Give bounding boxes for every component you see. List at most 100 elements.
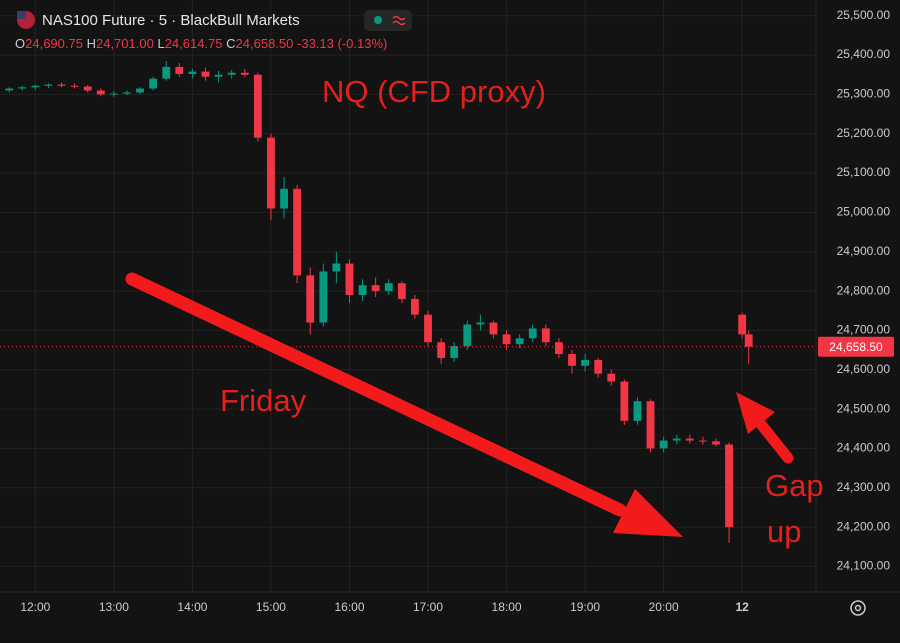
- x-tick-label: 13:00: [99, 600, 129, 614]
- candle-body: [541, 328, 550, 343]
- x-tick-label: 12:00: [20, 600, 50, 614]
- candle-body: [397, 283, 406, 299]
- y-tick-label: 24,600.00: [837, 362, 891, 376]
- x-tick-label: 20:00: [649, 600, 679, 614]
- candle-body: [620, 381, 629, 421]
- x-tick-label: 14:00: [177, 600, 207, 614]
- y-tick-label: 25,200.00: [837, 126, 891, 140]
- candle-body: [607, 373, 616, 382]
- candle-body: [96, 90, 105, 95]
- candle-body: [201, 71, 210, 77]
- legend-value: 24,690.75: [25, 36, 83, 51]
- x-tick-label: 18:00: [492, 600, 522, 614]
- legend-value: 24,614.75: [165, 36, 223, 51]
- candle-body: [646, 401, 655, 449]
- legend-key: O: [15, 36, 25, 51]
- x-tick-label: 16:00: [334, 600, 364, 614]
- y-tick-label: 25,100.00: [837, 165, 891, 179]
- x-tick-label: 17:00: [413, 600, 443, 614]
- annotation: Friday: [220, 383, 307, 418]
- candle-body: [57, 84, 66, 86]
- candle-body: [214, 74, 223, 77]
- candle-body: [738, 314, 747, 335]
- y-tick-label: 24,700.00: [837, 323, 891, 337]
- y-tick-label: 25,400.00: [837, 47, 891, 61]
- arrow-head: [613, 489, 683, 537]
- y-tick-label: 25,500.00: [837, 8, 891, 22]
- y-tick-label: 25,300.00: [837, 87, 891, 101]
- candle-body: [5, 88, 14, 91]
- candle-body: [345, 263, 354, 296]
- candle-body: [123, 92, 131, 94]
- candle-body: [162, 66, 171, 79]
- status-badge[interactable]: [364, 10, 412, 31]
- candle-body: [109, 93, 118, 95]
- candle-body: [31, 85, 40, 88]
- candle-body: [698, 440, 707, 442]
- legend-value: 24,701.00: [96, 36, 154, 51]
- y-tick-label: 24,900.00: [837, 244, 891, 258]
- flag-canton: [17, 11, 26, 19]
- arrow-head: [736, 392, 775, 434]
- candle-body: [384, 283, 393, 292]
- candle-body: [136, 88, 144, 93]
- candle-body: [424, 314, 432, 343]
- candle-body: [319, 271, 328, 323]
- y-tick-label: 24,100.00: [837, 559, 891, 573]
- legend-key: C: [226, 36, 235, 51]
- candle-body: [712, 441, 720, 445]
- y-tick-label: 24,800.00: [837, 283, 891, 297]
- x-tick-label: 19:00: [570, 600, 600, 614]
- annotation: NQ (CFD proxy): [322, 74, 546, 109]
- candle-body: [515, 338, 524, 345]
- y-tick-label: 24,300.00: [837, 480, 891, 494]
- candle-body: [528, 328, 537, 339]
- ohlc-legend: O24,690.75 H24,701.00 L24,614.75 C24,658…: [15, 36, 387, 51]
- y-tick-label: 25,000.00: [837, 205, 891, 219]
- legend-change: -33.13 (-0.13%): [297, 36, 387, 51]
- candle-body: [44, 84, 53, 86]
- candle-body: [293, 188, 302, 276]
- candle-body: [672, 438, 681, 441]
- settings-icon-core: [854, 604, 862, 612]
- candle-body: [18, 87, 27, 89]
- arrow-friday: [125, 272, 627, 517]
- wave-icon: [392, 15, 406, 26]
- candle-body: [267, 137, 275, 209]
- candle-body: [332, 263, 341, 272]
- legend-key: H: [87, 36, 96, 51]
- candle-body: [725, 444, 733, 528]
- candle-body: [306, 275, 315, 323]
- y-tick-label: 24,200.00: [837, 519, 891, 533]
- candle-body: [227, 72, 236, 75]
- legend-value: 24,658.50: [236, 36, 294, 51]
- y-tick-label: 24,400.00: [837, 441, 891, 455]
- candle-body: [594, 359, 603, 374]
- candle-body: [489, 322, 498, 335]
- candle-body: [502, 334, 511, 345]
- candle-body: [188, 71, 197, 74]
- legend-key: L: [157, 36, 164, 51]
- arrow-gap: [754, 417, 794, 464]
- candle-body: [149, 78, 158, 89]
- candle-body: [685, 438, 694, 441]
- candle-body: [240, 72, 249, 75]
- annotation: Gap: [765, 468, 824, 503]
- candle-body: [744, 334, 753, 347]
- annotation: up: [767, 514, 801, 549]
- candle-body: [253, 74, 262, 138]
- candle-body: [371, 285, 380, 292]
- candle-body: [175, 66, 184, 74]
- candle-body: [450, 346, 459, 358]
- candle-body: [659, 440, 668, 449]
- candle-body: [568, 354, 576, 366]
- candle-body: [70, 85, 79, 87]
- candle-body: [358, 285, 367, 296]
- y-tick-label: 24,500.00: [837, 401, 891, 415]
- candle-body: [411, 298, 419, 315]
- settings-button[interactable]: [850, 600, 866, 616]
- x-tick-label: 15:00: [256, 600, 286, 614]
